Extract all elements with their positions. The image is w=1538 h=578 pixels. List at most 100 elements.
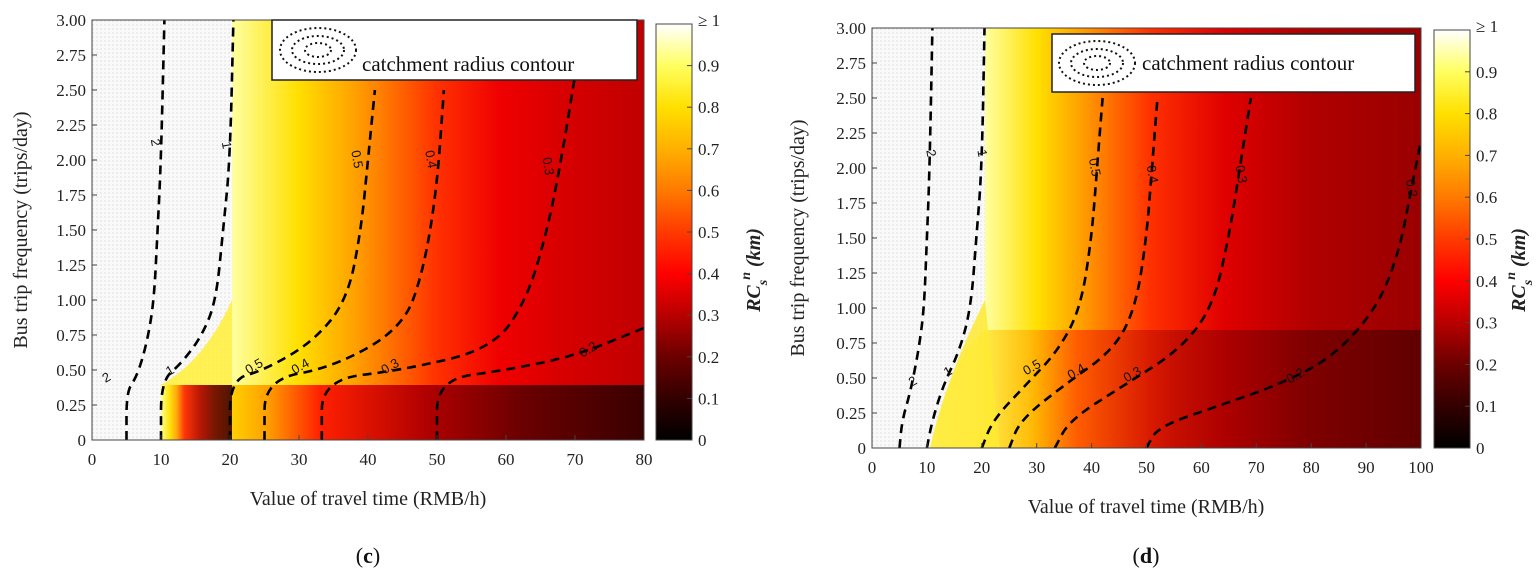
y-tick-label: 1.75 [56, 186, 86, 205]
x-tick-label: 10 [918, 458, 935, 477]
x-tick-label: 20 [973, 458, 990, 477]
heat-yellow-wedge [161, 300, 232, 385]
heat-transition [161, 385, 232, 440]
x-tick-label: 40 [360, 450, 377, 469]
contour-label-0.3: 0.3 [1233, 164, 1251, 184]
y-tick-label: 3.00 [836, 19, 866, 38]
x-axis-label-c: Value of travel time (RMB/h) [250, 488, 487, 510]
legend-d: catchment radius contour [1051, 33, 1416, 93]
contour-label-0.4: 0.4 [1144, 164, 1162, 184]
contour-line-2 [898, 27, 934, 449]
x-tick-label: 70 [567, 450, 584, 469]
colorbar-tick-label: 0.2 [698, 348, 719, 367]
y-ticks-c: 0 0.25 0.50 0.75 1.00 1.25 1.50 1.75 2.00 2.25 2.5… [56, 11, 97, 450]
contour-label-2: 2 [148, 138, 164, 148]
contour-line-1 [925, 27, 986, 449]
panel-caption-d: (d) [1133, 543, 1160, 568]
colorbar-d-bar [1433, 29, 1471, 449]
contour-label-2: 2 [923, 148, 939, 158]
x-tick-label: 100 [1408, 458, 1434, 477]
colorbar-label-c: RCsn (km) [739, 228, 771, 313]
x-tick-label: 50 [429, 450, 446, 469]
contour-line-0.3 [1053, 97, 1253, 449]
x-tick-label: 0 [868, 458, 877, 477]
x-axis-label-d: Value of travel time (RMB/h) [1028, 496, 1265, 518]
y-tick-label: 2.50 [836, 89, 866, 108]
x-ticks-d: 0 10 20 30 40 50 60 70 80 90 100 [868, 443, 1434, 477]
colorbar-tick-label: 0 [1476, 439, 1485, 458]
heat-yellow-wedge-d [930, 300, 1000, 448]
y-tick-label: 1.50 [56, 221, 86, 240]
y-tick-label: 2.50 [56, 81, 86, 100]
contour-label-1: 1 [974, 148, 990, 158]
y-tick-label: 2.00 [56, 151, 86, 170]
ellipse-icon [1058, 40, 1136, 86]
colorbar-tick-label: 0.5 [698, 223, 719, 242]
legend-box-c [271, 19, 638, 81]
colorbar-tick-label: 0.3 [698, 306, 719, 325]
colorbar-tick-label: 0.7 [698, 140, 720, 159]
x-tick-label: 90 [1358, 458, 1375, 477]
legend-box-d [1051, 33, 1416, 93]
y-tick-label: 0.75 [56, 326, 86, 345]
colorbar-tick-label: 0.9 [698, 57, 719, 76]
contour-line-0.2 [435, 326, 645, 440]
colorbar-tick-label: 0.6 [698, 181, 719, 200]
y-tick-label: 0.25 [836, 404, 866, 423]
y-tick-label: 2.25 [56, 116, 86, 135]
y-tick-label: 1.50 [836, 229, 866, 248]
colorbar-tick-label: 0.6 [1476, 188, 1497, 207]
x-tick-label: 50 [1138, 458, 1155, 477]
y-tick-label: 1.00 [836, 299, 866, 318]
y-ticks-d: 0 0.25 0.50 0.75 1.00 1.25 1.50 1.75 2.00 2.25 2.5… [836, 19, 877, 458]
colorbar-tick-label: 0.1 [698, 389, 719, 408]
colorbar-tick-label: 0.4 [698, 265, 720, 284]
legend-label-c: catchment radius contour [362, 52, 574, 76]
colorbar-tick-label: 0.5 [1476, 230, 1497, 249]
y-tick-label: 3.00 [56, 11, 86, 30]
contour-label-0.3: 0.3 [539, 156, 557, 176]
contour-label-1: 1 [219, 140, 235, 150]
colorbar-tick-label: 0.7 [1476, 146, 1498, 165]
y-axis-label-c: Bus trip frequency (trips/day) [10, 111, 32, 348]
x-tick-label: 30 [291, 450, 308, 469]
legend-c: catchment radius contour [271, 19, 638, 81]
contour-line-0.4 [263, 89, 446, 440]
x-tick-label: 10 [153, 450, 170, 469]
y-tick-label: 0.75 [836, 334, 866, 353]
heatmap-c [92, 20, 644, 440]
x-tick-label: 0 [88, 450, 97, 469]
heatmap-d [872, 28, 1421, 448]
x-tick-label: 20 [222, 450, 239, 469]
colorbar-tick-label: 0.2 [1476, 355, 1497, 374]
y-tick-label: 0 [78, 431, 87, 450]
y-tick-label: 0 [858, 439, 867, 458]
y-tick-label: 0.50 [836, 369, 866, 388]
panel-caption-c: (c) [356, 543, 380, 568]
contour-line-2 [125, 19, 166, 440]
colorbar-label-d: RCsn (km) [1504, 228, 1536, 313]
colorbar-tick-label: 0.1 [1476, 397, 1497, 416]
contour-line-0.4 [1008, 97, 1159, 449]
x-tick-label: 40 [1083, 458, 1100, 477]
legend-label-d: catchment radius contour [1142, 51, 1354, 75]
y-tick-label: 1.75 [836, 194, 866, 213]
colorbar-ticks-d: 0 0.1 0.2 0.3 0.4 0.5 0.6 0.7 0.8 0.9 ≥ 1 [1465, 17, 1498, 458]
y-axis-label-d: Bus trip frequency (trips/day) [787, 119, 809, 356]
x-tick-label: 60 [1193, 458, 1210, 477]
y-tick-label: 2.00 [836, 159, 866, 178]
contour-label-0.4: 0.4 [422, 149, 440, 169]
colorbar-d: 0 0.1 0.2 0.3 0.4 0.5 0.6 0.7 0.8 0.9 ≥ 1 RCsn (km… [1433, 17, 1536, 458]
contour-label-0.5: 0.5 [1086, 157, 1104, 177]
colorbar-tick-label: 0.4 [1476, 272, 1498, 291]
heat-lower-region-d [930, 330, 1421, 448]
y-tick-label: 1.25 [56, 256, 86, 275]
y-tick-label: 2.25 [836, 124, 866, 143]
contour-line-0.2 [1145, 139, 1423, 449]
x-tick-label: 70 [1248, 458, 1265, 477]
